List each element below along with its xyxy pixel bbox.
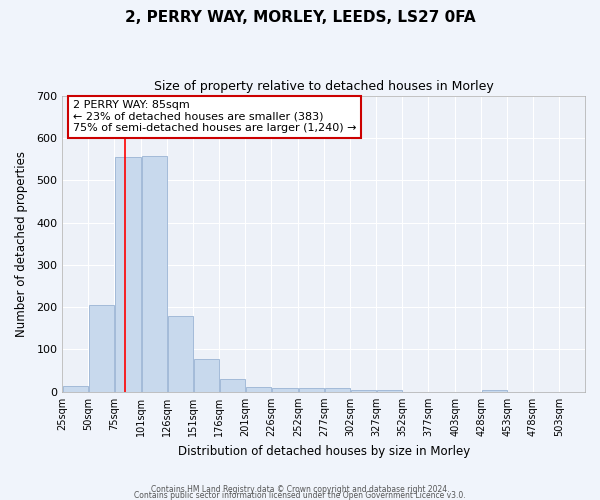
Bar (272, 388, 298, 392)
Bar (220, 379, 245, 392)
Text: 2, PERRY WAY, MORLEY, LEEDS, LS27 0FA: 2, PERRY WAY, MORLEY, LEEDS, LS27 0FA (125, 10, 475, 25)
Bar (350, 390, 376, 392)
Y-axis label: Number of detached properties: Number of detached properties (15, 150, 28, 336)
Bar (89, 306, 114, 392)
Bar (377, 390, 401, 392)
Text: 2 PERRY WAY: 85sqm
← 23% of detached houses are smaller (383)
75% of semi-detach: 2 PERRY WAY: 85sqm ← 23% of detached hou… (73, 100, 356, 133)
Bar (482, 390, 506, 392)
Bar (325, 388, 350, 392)
Bar (63, 386, 88, 392)
Bar (194, 359, 219, 392)
Bar (246, 386, 271, 392)
Bar (168, 316, 193, 392)
Bar (115, 158, 141, 392)
Text: Contains HM Land Registry data © Crown copyright and database right 2024.: Contains HM Land Registry data © Crown c… (151, 485, 449, 494)
Bar (299, 388, 323, 392)
Bar (142, 156, 167, 392)
Title: Size of property relative to detached houses in Morley: Size of property relative to detached ho… (154, 80, 494, 93)
X-axis label: Distribution of detached houses by size in Morley: Distribution of detached houses by size … (178, 444, 470, 458)
Text: Contains public sector information licensed under the Open Government Licence v3: Contains public sector information licen… (134, 490, 466, 500)
